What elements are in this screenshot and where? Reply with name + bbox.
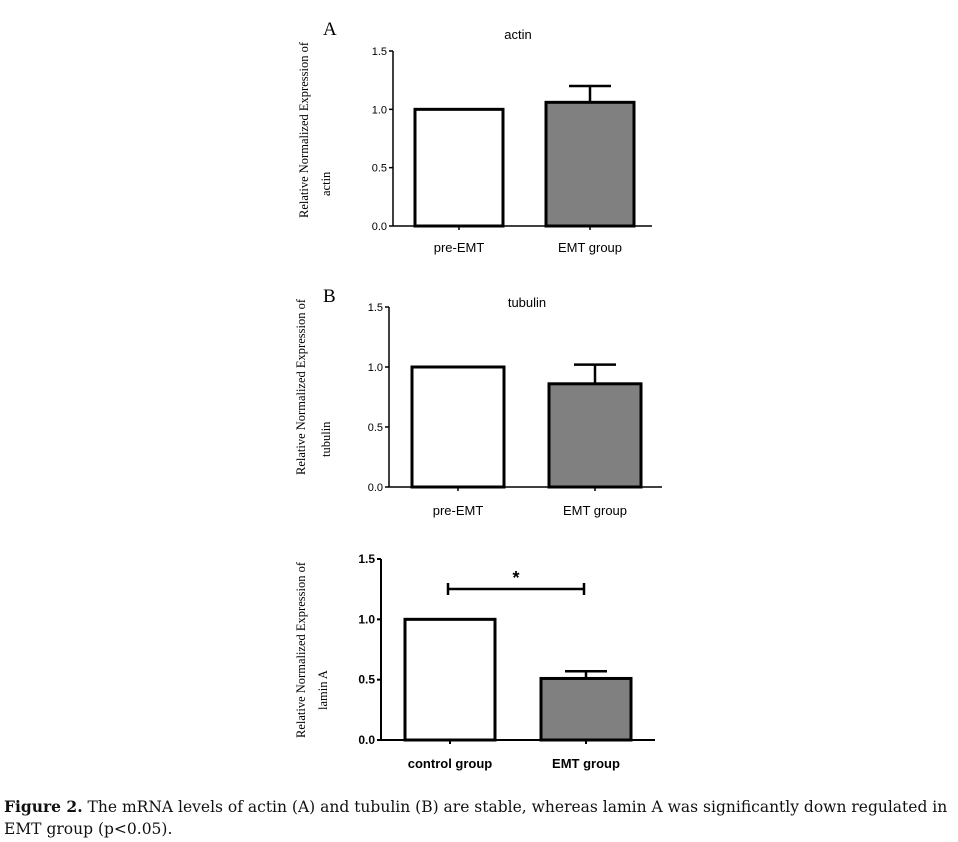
chart3-significance-marker: * [512, 568, 519, 588]
chart3-y-tick-label: 0.5 [358, 673, 375, 687]
chart2-y-axis-label: Relative Normalized Expression of [294, 298, 308, 475]
chart3-category-label: control group [408, 756, 493, 771]
chart1-y-axis-label: Relative Normalized Expression of [297, 41, 311, 218]
chart1-y-axis-label-line2: actin [319, 171, 333, 196]
chart1-y-tick-label: 1.0 [372, 104, 387, 116]
chart3-y-tick-label: 0.0 [358, 733, 375, 747]
chart2-y-tick-label: 1.5 [368, 302, 383, 314]
chart1-bar [544, 100, 636, 228]
chart3-y-axis-label: Relative Normalized Expression of [294, 561, 308, 738]
chart2-bar [410, 365, 506, 489]
chart3-bar [403, 617, 497, 742]
chart2-category-label: EMT group [563, 503, 627, 518]
chart2-title: tubulin [508, 295, 546, 310]
chart1-title: actin [504, 27, 531, 42]
chart3-category-label: EMT group [552, 756, 620, 771]
figure-charts: 0.0 0.5 1.0 1.5 pre-EMT EMT group actin A Relati… [294, 19, 662, 771]
chart1-y-tick-label: 0.5 [372, 163, 387, 175]
chart3-y-axis-label-line2: lamin A [316, 670, 330, 710]
chart1-y-tick-label: 1.5 [372, 46, 387, 58]
chart2-category-label: pre-EMT [433, 503, 484, 518]
chart1-y-tick-label: 0.0 [372, 221, 387, 233]
chart2-y-axis-label-line2: tubulin [319, 421, 333, 457]
chart3-y-tick-label: 1.0 [358, 612, 375, 626]
caption-text: The mRNA levels of actin (A) and tubulin… [4, 798, 948, 838]
caption-label: Figure 2. [4, 797, 83, 816]
figure-caption: Figure 2. The mRNA levels of actin (A) a… [4, 796, 954, 840]
chart1-bar [413, 107, 505, 228]
chart1-category-label: pre-EMT [434, 240, 485, 255]
chart1-panel-label: A [323, 19, 337, 40]
chart2-y-tick-label: 1.0 [368, 362, 383, 374]
chart2-y-tick-label: 0.0 [368, 482, 383, 494]
chart2-panel-label: B [323, 286, 336, 307]
chart3-bar [539, 676, 633, 742]
chart2-y-tick-label: 0.5 [368, 422, 383, 434]
chart2-bar [547, 382, 643, 489]
chart1-category-label: EMT group [558, 240, 622, 255]
chart3-y-tick-label: 1.5 [358, 552, 375, 566]
